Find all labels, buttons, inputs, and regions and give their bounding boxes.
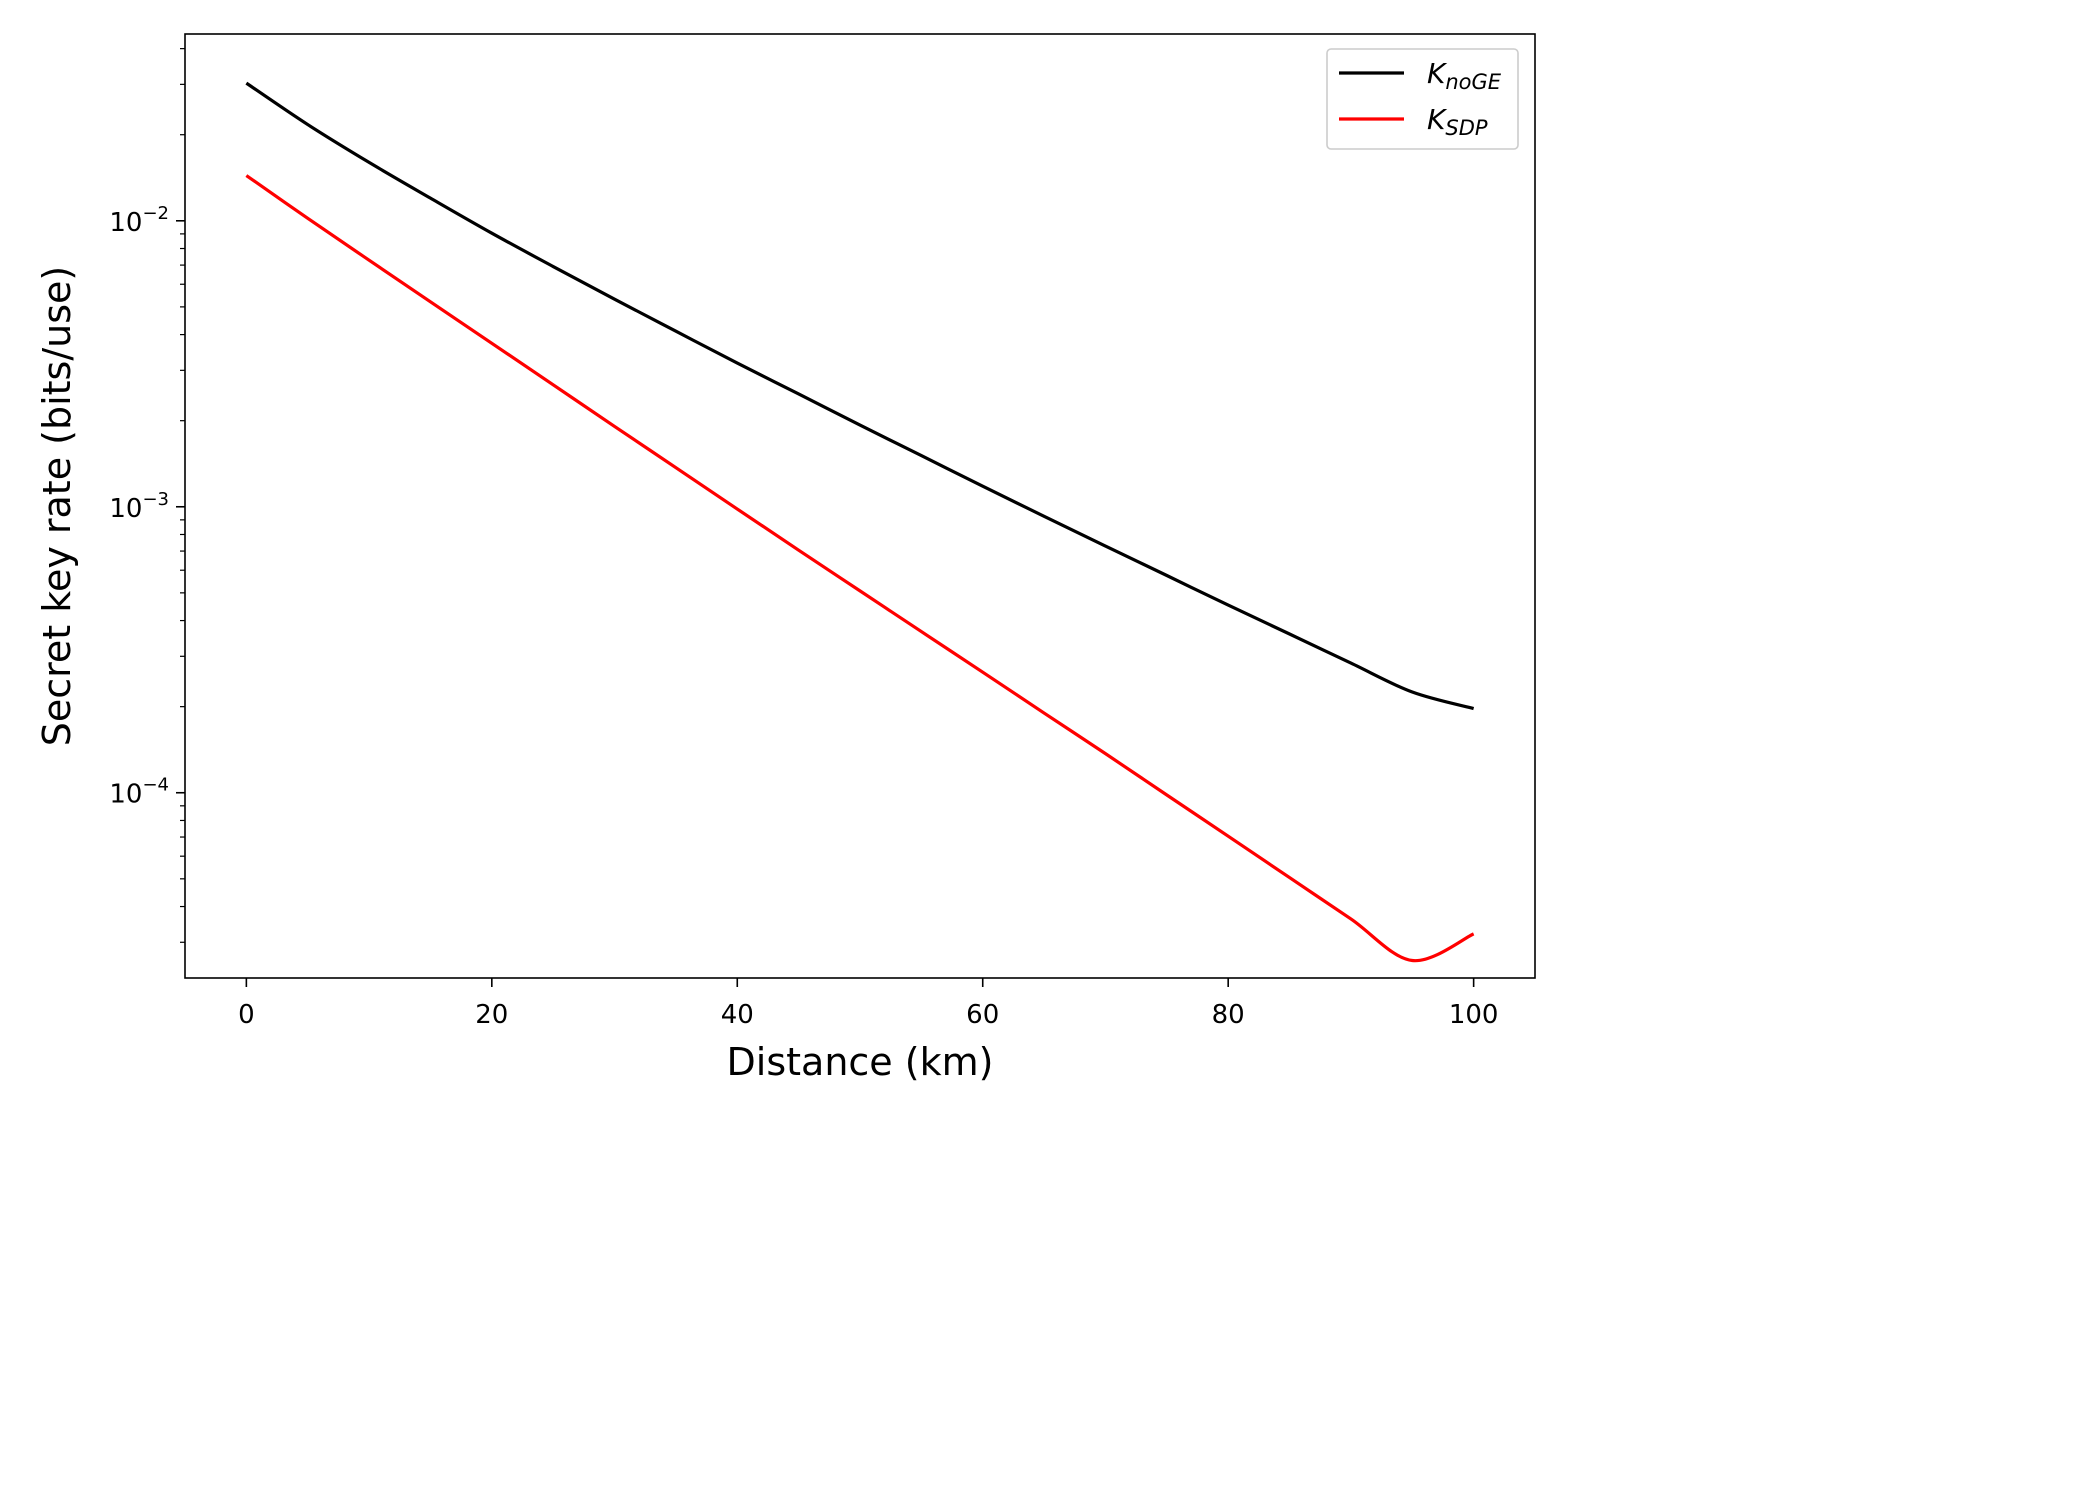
plot-layer	[245, 81, 1475, 963]
x-tick-label: 20	[475, 1000, 508, 1030]
x-tick-label: 60	[966, 1000, 999, 1030]
chart-background	[0, 0, 1567, 1113]
secret-key-rate-chart: 0 20 40 60 80 100 10−2 10−3 10−4 Distance (km) S…	[0, 0, 1567, 1113]
y-tick-label: 10−4	[109, 775, 169, 810]
x-axis-label: Distance (km)	[727, 1040, 994, 1084]
x-tick-label: 40	[721, 1000, 754, 1030]
legend-label-noge: KnoGE	[1427, 57, 1502, 94]
legend: KnoGE KSDP	[1326, 48, 1519, 150]
legend-box	[1326, 48, 1519, 150]
y-tick-label: 10−2	[109, 203, 169, 238]
legend-label-sdp: KSDP	[1427, 103, 1488, 140]
y-tick-label: 10−3	[109, 489, 169, 524]
y-axis-label: Secret key rate (bits/use)	[35, 266, 79, 747]
x-tick-label: 0	[238, 1000, 255, 1030]
axis-layer: 0 20 40 60 80 100 10−2 10−3 10−4	[109, 48, 1499, 1030]
series-line-noge	[245, 81, 1475, 711]
series-line-sdp	[245, 174, 1475, 963]
x-tick-label: 100	[1449, 1000, 1499, 1030]
x-tick-label: 80	[1212, 1000, 1245, 1030]
